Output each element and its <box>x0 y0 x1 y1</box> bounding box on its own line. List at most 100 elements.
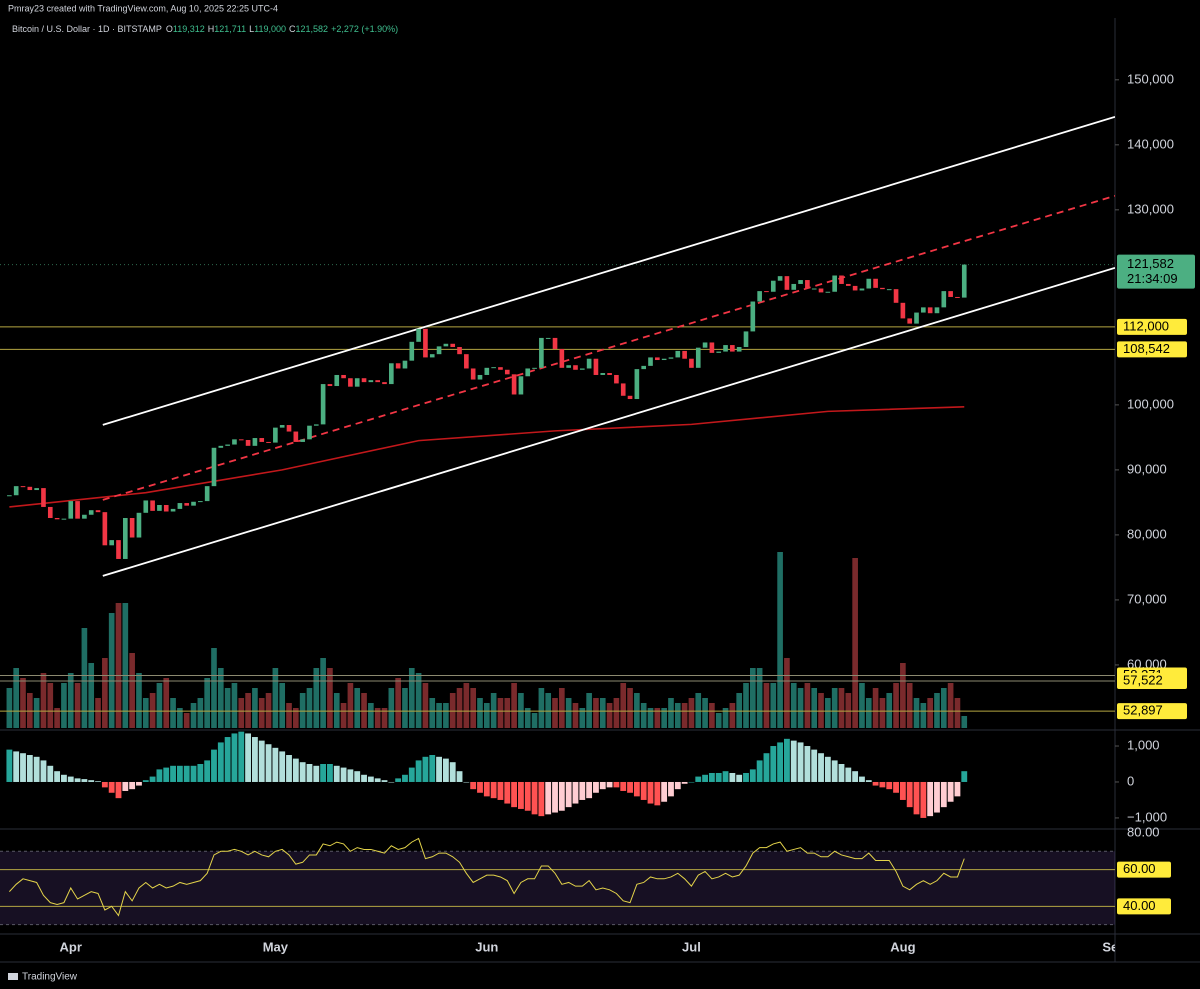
volume-bar <box>934 693 940 728</box>
candle <box>184 503 190 506</box>
volume-bar <box>436 703 442 728</box>
candle <box>600 373 606 375</box>
volume-bar <box>940 688 947 728</box>
candle <box>307 425 312 440</box>
macd-bar <box>661 781 668 802</box>
candle <box>907 318 913 324</box>
candle <box>293 431 299 442</box>
candle <box>375 380 381 383</box>
candle <box>211 447 217 487</box>
volume-bar <box>947 683 954 728</box>
volume-bar <box>579 708 586 728</box>
macd-bar <box>586 781 593 799</box>
macd-bar <box>852 771 859 782</box>
candle <box>927 307 933 314</box>
macd-bar <box>695 776 702 782</box>
candle <box>157 505 162 511</box>
macd-bar <box>306 764 313 782</box>
volume-bar <box>40 673 47 728</box>
volume-bar <box>115 603 122 728</box>
y-tick-label: 80,000 <box>1127 526 1167 541</box>
candle <box>129 518 135 538</box>
macd-bar <box>190 765 197 782</box>
candle <box>470 368 476 380</box>
x-tick-label: Jul <box>682 939 701 954</box>
volume-bar <box>279 683 286 728</box>
macd-bar <box>354 771 361 782</box>
candle <box>102 512 108 546</box>
candle <box>198 501 203 503</box>
candle <box>825 291 831 293</box>
candle <box>177 503 183 509</box>
macd-bar <box>961 771 968 782</box>
macd-bar <box>722 771 729 782</box>
macd-bar <box>470 781 477 790</box>
volume-bar <box>906 683 913 728</box>
macd-bar <box>886 781 893 790</box>
candle <box>136 512 142 538</box>
candle <box>948 291 953 297</box>
candle <box>818 288 824 293</box>
macd-bar <box>176 765 183 782</box>
candle <box>68 501 74 519</box>
macd-bar <box>129 781 136 790</box>
macd-bar <box>142 780 149 782</box>
macd-bar <box>879 781 886 788</box>
macd-bar <box>954 781 961 797</box>
candle <box>170 508 176 512</box>
volume-bar <box>593 698 599 728</box>
volume-bar <box>668 698 674 728</box>
volume-bar <box>545 693 552 728</box>
candle <box>532 367 537 369</box>
macd-bar <box>231 733 238 782</box>
candle <box>941 291 947 308</box>
macd-bar <box>872 781 879 786</box>
candle <box>682 350 687 359</box>
x-tick-label: Aug <box>890 939 915 954</box>
candle <box>259 438 265 442</box>
rsi-level-label: 40.00 <box>1123 898 1156 913</box>
candle <box>109 540 114 546</box>
candle <box>286 425 292 432</box>
volume-bar <box>122 603 129 728</box>
macd-bar <box>729 772 736 782</box>
macd-bar <box>381 780 388 782</box>
macd-bar <box>524 781 531 811</box>
change: +2,272 (+1.90%) <box>331 24 398 34</box>
candle <box>866 278 872 289</box>
volume-bar <box>599 698 606 728</box>
macd-bar <box>811 749 818 782</box>
macd-bar <box>122 781 129 791</box>
volume-bar <box>197 698 204 728</box>
candle <box>341 374 346 379</box>
macd-bar <box>367 776 374 782</box>
candle <box>573 365 578 370</box>
volume-bar <box>340 703 347 728</box>
macd-bar <box>327 764 333 782</box>
last-price-label: 121,582 <box>1127 256 1174 271</box>
macd-bar <box>940 781 947 808</box>
volume-bar <box>374 708 381 728</box>
volume-bar <box>258 698 265 728</box>
logo-icon <box>8 973 18 980</box>
macd-bar <box>763 753 770 782</box>
candle <box>484 367 490 375</box>
volume-bar <box>483 703 490 728</box>
candle <box>525 368 531 377</box>
volume-bar <box>381 708 388 728</box>
macd-bar <box>770 746 777 782</box>
candle <box>934 307 940 314</box>
macd-bar <box>633 781 640 797</box>
volume-bar <box>306 688 313 728</box>
volume-bar <box>845 693 852 728</box>
macd-bar <box>408 767 415 782</box>
candle <box>382 382 387 385</box>
macd-bar <box>688 781 695 783</box>
y-tick-label: 100,000 <box>1127 396 1174 411</box>
candle <box>354 378 360 387</box>
volume-bar <box>524 708 531 728</box>
volume-bar <box>395 678 401 728</box>
trendline <box>102 115 1115 426</box>
volume-bar <box>347 683 354 728</box>
volume-bar <box>811 688 818 728</box>
